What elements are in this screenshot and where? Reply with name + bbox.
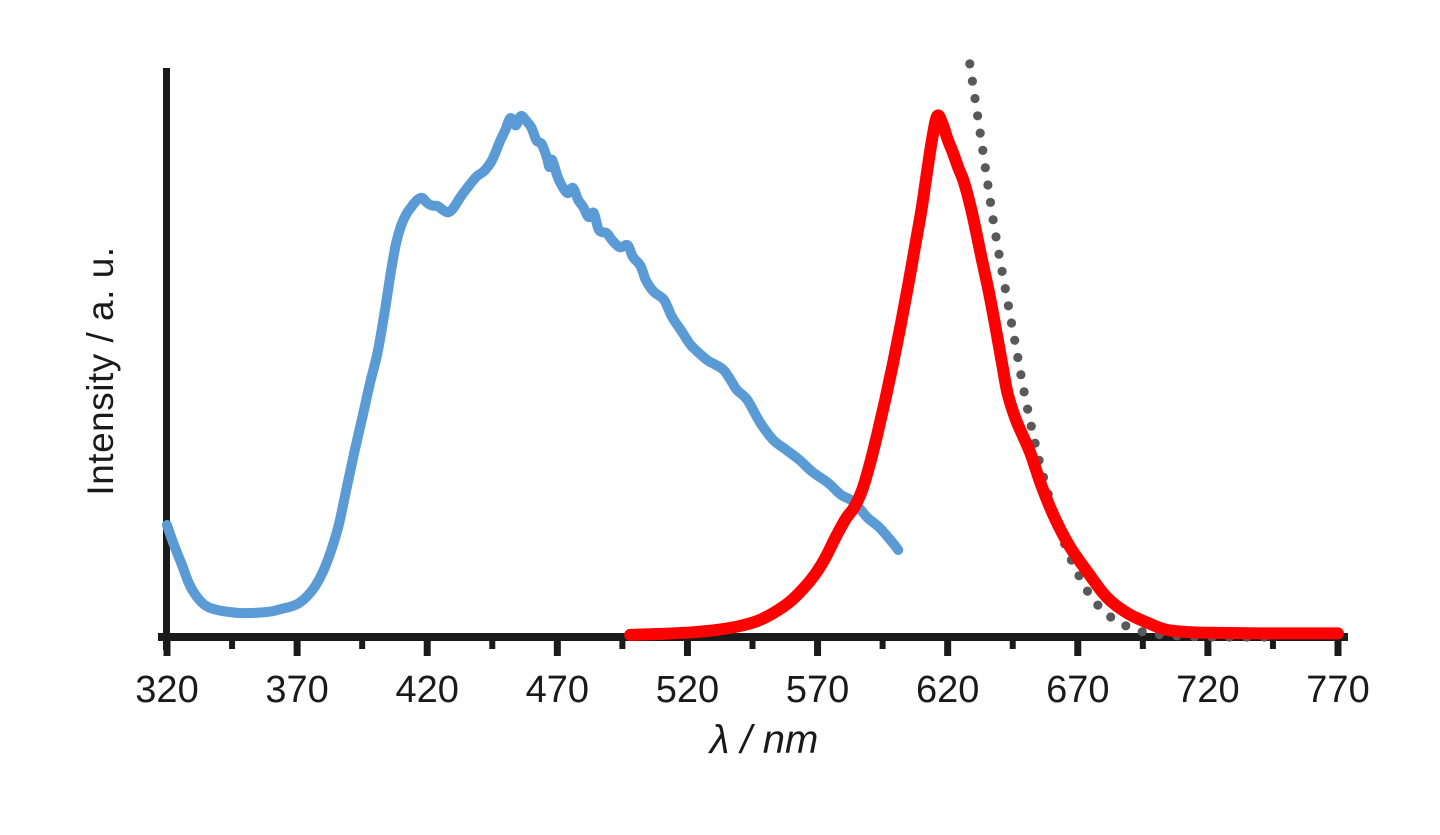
- x-tick-label: 670: [1046, 669, 1109, 711]
- fit-curve-dot: [978, 145, 988, 155]
- x-axis-title: λ / nm: [709, 718, 819, 762]
- fit-curve-dot: [991, 232, 1001, 242]
- fit-curve-dot: [1000, 284, 1010, 294]
- fit-curve-dot: [1013, 352, 1023, 363]
- excitation-spectrum-curve: [162, 110, 904, 619]
- fit-curve-dot: [1016, 370, 1026, 380]
- x-tick-label: 320: [135, 669, 198, 711]
- fit-curve-dot: [1026, 421, 1036, 431]
- x-tick-label: 420: [396, 669, 459, 711]
- x-tick-label: 370: [265, 669, 328, 711]
- emission-spectrum-curve: [624, 109, 1344, 641]
- fit-curve-dot: [965, 59, 975, 69]
- fit-curve-dot: [988, 215, 998, 225]
- fit-curve-dot: [1137, 627, 1147, 637]
- x-tick-label: 620: [916, 669, 979, 711]
- x-tick-label: 770: [1306, 669, 1369, 711]
- fit-curve-dot: [1121, 621, 1131, 631]
- fit-curve-dots: [965, 59, 1269, 642]
- fit-curve-dot: [975, 128, 985, 138]
- fit-curve-dot: [970, 93, 980, 104]
- x-tick-label: 470: [526, 669, 589, 711]
- fit-curve-dot: [1003, 301, 1014, 311]
- fit-curve-dot: [1006, 318, 1017, 328]
- x-tick-label: 570: [786, 669, 849, 711]
- fit-curve-dot: [994, 249, 1004, 259]
- fit-curve-dot: [997, 266, 1007, 276]
- fit-curve-dot: [1023, 404, 1033, 414]
- fit-curve-dot: [980, 163, 990, 173]
- fit-curve-dot: [967, 76, 978, 86]
- fit-curve-dot: [985, 197, 996, 207]
- x-tick-label: 520: [656, 669, 719, 711]
- fit-curve-dot: [983, 180, 993, 190]
- y-axis-title: Intensity / a. u.: [80, 246, 121, 496]
- fit-curve-dot: [1082, 586, 1093, 596]
- fit-curve-dot: [973, 111, 983, 121]
- fit-curve-dot: [1010, 335, 1020, 345]
- fit-curve-dot: [1093, 600, 1103, 610]
- fit-curve-dot: [1019, 387, 1029, 397]
- fit-curve-dot: [1106, 612, 1116, 622]
- x-tick-label: 720: [1176, 669, 1239, 711]
